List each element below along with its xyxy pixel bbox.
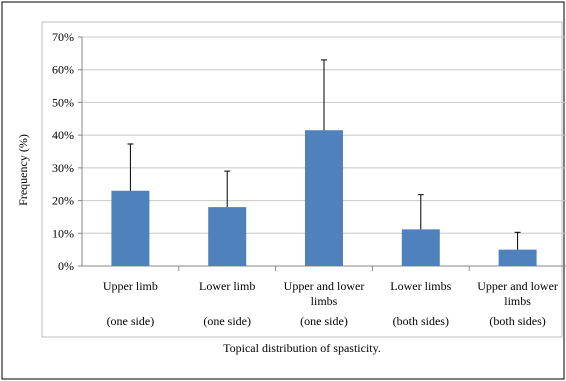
bar	[401, 229, 440, 266]
y-tick-label: 30%	[52, 161, 74, 175]
bar	[498, 249, 537, 266]
y-tick-label: 50%	[52, 95, 74, 109]
x-tick-label: (both sides)	[393, 314, 449, 328]
y-tick-label: 10%	[52, 226, 74, 240]
x-tick-label: Lower limb	[199, 279, 255, 293]
x-tick-label: (both sides)	[489, 314, 545, 328]
x-tick-label: Upper and lower	[477, 279, 558, 293]
y-axis-label: Frequency (%)	[16, 134, 30, 206]
y-tick-label: 70%	[52, 30, 74, 44]
y-tick-label: 60%	[52, 63, 74, 77]
x-tick-label: (one side)	[300, 314, 348, 328]
x-tick-label: limbs	[504, 294, 531, 308]
y-tick-label: 0%	[58, 259, 74, 273]
bar	[305, 130, 343, 266]
x-tick-label: (one side)	[203, 314, 251, 328]
x-axis-ticks: Upper limb (one side) Lower limb (one side)…	[103, 279, 558, 328]
x-tick-label: Upper limb	[103, 279, 158, 293]
x-tick-label: Lower limbs	[390, 279, 451, 293]
y-tick-label: 40%	[52, 128, 74, 142]
plot-area-border	[41, 21, 563, 338]
x-tick-label: Upper and lower	[284, 279, 365, 293]
bars	[111, 130, 537, 266]
y-axis-ticks: 0% 10% 20% 30% 40% 50% 60% 70%	[52, 30, 74, 273]
x-tick-label: limbs	[311, 294, 338, 308]
error-bars	[127, 59, 521, 250]
x-axis-label: Topical distribution of spasticity.	[223, 341, 381, 355]
x-tick-label: (one side)	[107, 314, 155, 328]
bar	[111, 190, 150, 266]
bar	[208, 207, 247, 266]
y-tick-label: 20%	[52, 194, 74, 208]
